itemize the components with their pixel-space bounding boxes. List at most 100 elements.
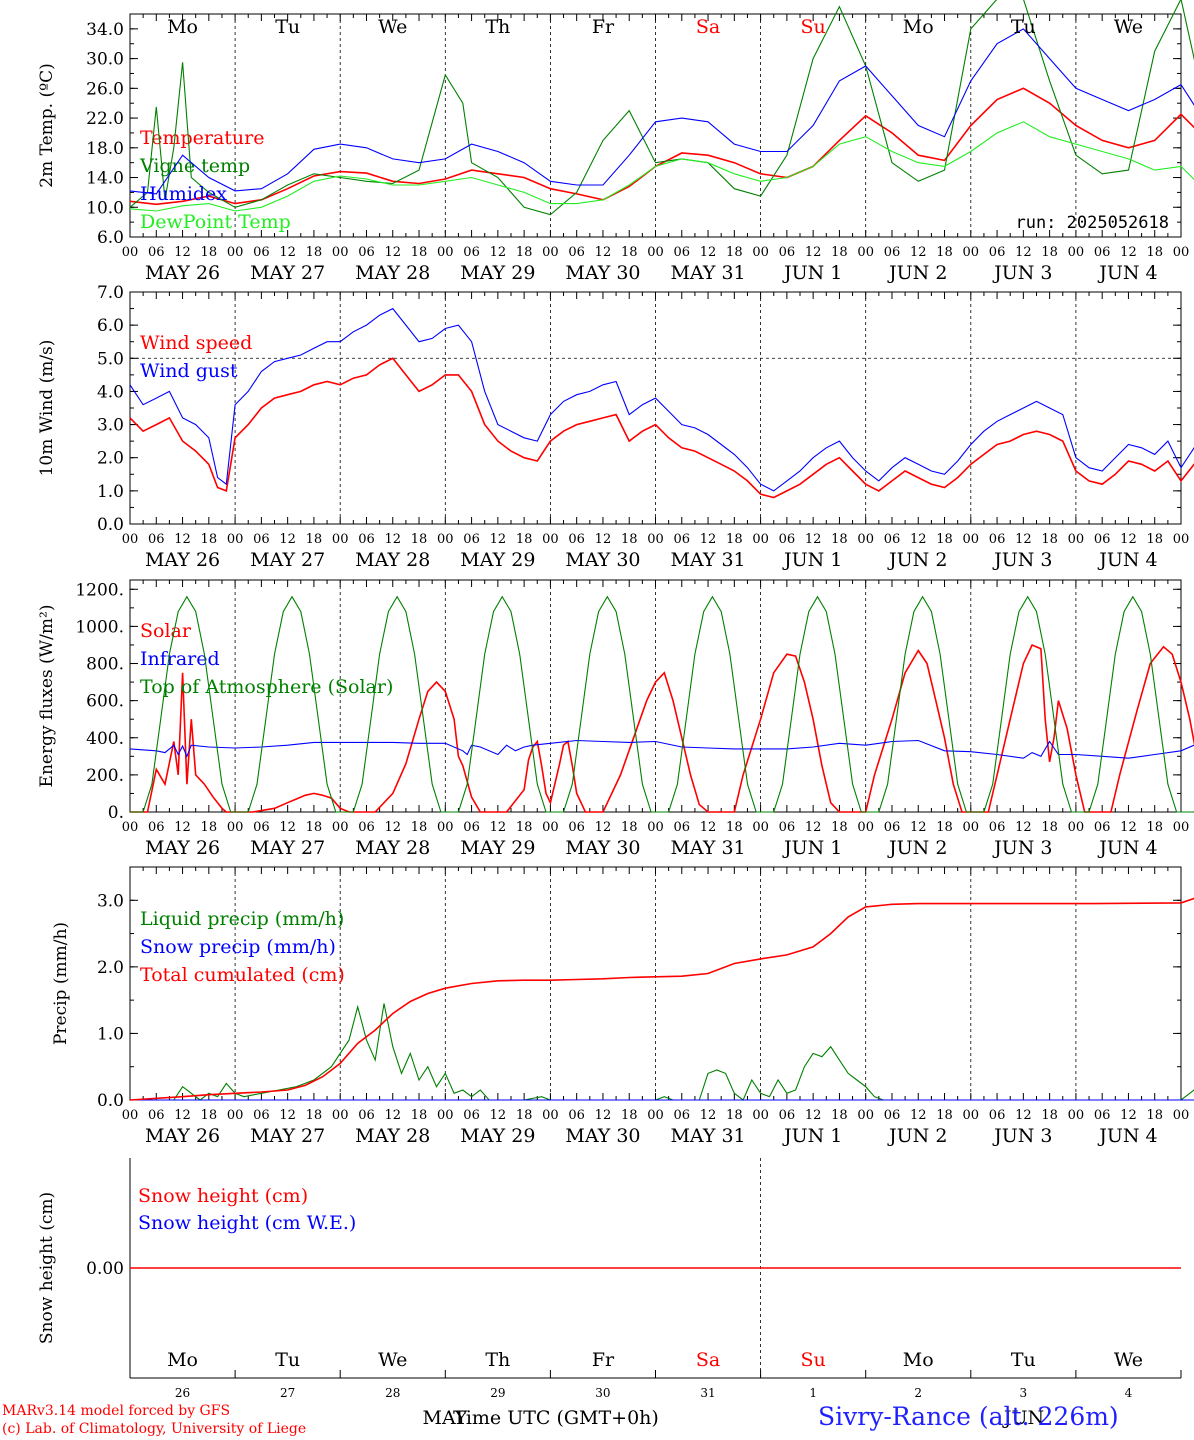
energy-hour-label: 06 [884, 820, 901, 835]
wind-date-label: JUN 3 [992, 549, 1052, 571]
wind-hour-label: 18 [306, 532, 323, 547]
wind-date-label: MAY 27 [250, 549, 325, 571]
bottom-day-number: 30 [595, 1386, 610, 1400]
precip-y-tick-label: 0.0 [97, 1091, 124, 1111]
wind-hour-label: 00 [1068, 532, 1085, 547]
precip-hour-label: 06 [674, 1108, 691, 1123]
precip-series-total-cumulated-cm- [129, 897, 1194, 1101]
energy-y-axis-label: Energy fluxes (W/m²) [37, 605, 57, 788]
precip-hour-label: 00 [1068, 1108, 1085, 1123]
credit-line: (c) Lab. of Climatology, University of L… [2, 1421, 307, 1437]
wind-hour-label: 18 [831, 532, 848, 547]
wind-y-tick-label: 4.0 [97, 382, 124, 402]
energy-date-label: JUN 4 [1097, 837, 1157, 859]
temp-hour-label: 18 [831, 245, 848, 260]
wind-hour-label: 06 [989, 532, 1006, 547]
energy-legend-entry: Solar [140, 620, 192, 642]
energy-date-label: JUN 2 [887, 837, 947, 859]
wind-hour-label: 00 [122, 532, 139, 547]
temp-date-label: JUN 3 [992, 262, 1052, 284]
temp-date-label: JUN 2 [887, 262, 947, 284]
precip-hour-label: 12 [174, 1108, 191, 1123]
temp-legend-entry: Temperature [140, 127, 264, 149]
temp-hour-label: 12 [910, 245, 927, 260]
precip-date-label: JUN 3 [992, 1125, 1052, 1147]
energy-hour-label: 12 [595, 820, 612, 835]
temp-hour-label: 00 [122, 245, 139, 260]
temp-day-label: Tu [275, 16, 300, 38]
temp-hour-label: 06 [568, 245, 585, 260]
precip-hour-label: 06 [779, 1108, 796, 1123]
bottom-day-number: 2 [914, 1386, 922, 1400]
temp-y-tick-label: 10.0 [86, 198, 124, 218]
temp-y-tick-label: 22.0 [86, 109, 124, 129]
precip-hour-label: 18 [1041, 1108, 1058, 1123]
precip-hour-label: 12 [1015, 1108, 1032, 1123]
energy-hour-label: 12 [1120, 820, 1137, 835]
temp-y-tick-label: 26.0 [86, 79, 124, 99]
precip-date-label: MAY 28 [355, 1125, 430, 1147]
wind-hour-label: 06 [884, 532, 901, 547]
wind-hour-label: 00 [437, 532, 454, 547]
temp-hour-label: 12 [1015, 245, 1032, 260]
wind-date-label: JUN 1 [782, 549, 842, 571]
precip-hour-label: 06 [884, 1108, 901, 1123]
precip-hour-label: 18 [621, 1108, 638, 1123]
x-axis-label: Time UTC (GMT+0h) [453, 1407, 659, 1429]
precip-hour-label: 12 [700, 1108, 717, 1123]
energy-hour-label: 00 [542, 820, 559, 835]
precip-hour-label: 00 [542, 1108, 559, 1123]
energy-y-tick-label: 400. [86, 729, 124, 749]
wind-hour-label: 12 [1015, 532, 1032, 547]
temp-hour-label: 00 [437, 245, 454, 260]
wind-hour-label: 12 [1120, 532, 1137, 547]
precip-y-tick-label: 2.0 [97, 958, 124, 978]
wind-hour-label: 00 [1173, 532, 1190, 547]
snow-day-label: Su [801, 1349, 826, 1371]
snow-day-label: We [1114, 1349, 1143, 1371]
energy-hour-label: 06 [779, 820, 796, 835]
energy-hour-label: 00 [437, 820, 454, 835]
energy-series-infrared [129, 739, 1194, 759]
station-name: Sivry-Rance (alt. 226m) [818, 1402, 1119, 1431]
wind-hour-label: 00 [857, 532, 874, 547]
snow-day-label: Tu [275, 1349, 300, 1371]
precip-y-tick-label: 1.0 [97, 1024, 124, 1044]
temp-series-dewpoint-temp [129, 121, 1194, 212]
precip-date-label: MAY 31 [670, 1125, 745, 1147]
wind-date-label: MAY 30 [565, 549, 640, 571]
precip-legend-entry: Liquid precip (mm/h) [140, 908, 344, 930]
precip-date-label: MAY 26 [145, 1125, 220, 1147]
temp-hour-label: 06 [674, 245, 691, 260]
precip-hour-label: 00 [1173, 1108, 1190, 1123]
temp-date-label: JUN 4 [1097, 262, 1157, 284]
energy-hour-label: 00 [1068, 820, 1085, 835]
snow-day-label: Tu [1011, 1349, 1036, 1371]
wind-hour-label: 12 [595, 532, 612, 547]
precip-hour-label: 00 [752, 1108, 769, 1123]
energy-y-tick-label: 1200. [75, 580, 124, 600]
energy-date-label: JUN 1 [782, 837, 842, 859]
temp-hour-label: 06 [253, 245, 270, 260]
temp-hour-label: 18 [516, 245, 533, 260]
wind-hour-label: 06 [253, 532, 270, 547]
temp-hour-label: 06 [884, 245, 901, 260]
temp-hour-label: 00 [752, 245, 769, 260]
energy-y-tick-label: 0. [108, 803, 124, 823]
wind-hour-label: 12 [700, 532, 717, 547]
energy-date-label: MAY 28 [355, 837, 430, 859]
precip-hour-label: 12 [910, 1108, 927, 1123]
wind-y-tick-label: 5.0 [97, 349, 124, 369]
temp-hour-label: 18 [201, 245, 218, 260]
temp-date-label: MAY 31 [670, 262, 745, 284]
energy-hour-label: 12 [1015, 820, 1032, 835]
energy-hour-label: 06 [253, 820, 270, 835]
energy-y-tick-label: 200. [86, 766, 124, 786]
energy-hour-label: 00 [1173, 820, 1190, 835]
temp-hour-label: 12 [490, 245, 507, 260]
energy-hour-label: 00 [122, 820, 139, 835]
precip-hour-label: 18 [726, 1108, 743, 1123]
energy-series-solar [130, 643, 1194, 813]
wind-hour-label: 12 [490, 532, 507, 547]
snow-day-label: We [378, 1349, 407, 1371]
